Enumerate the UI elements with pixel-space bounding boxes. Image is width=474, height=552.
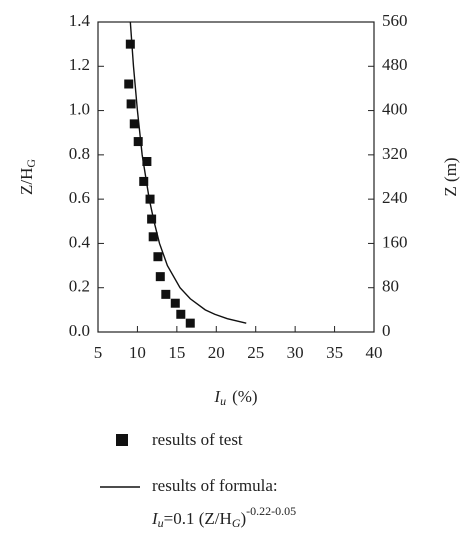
y2-tick-label: 160 — [382, 232, 408, 251]
data-point — [176, 309, 186, 319]
y2-tick-label: 80 — [382, 277, 399, 296]
y-label-main: Z/H — [17, 168, 36, 195]
x-tick-label: 25 — [247, 343, 264, 362]
x-tick-label: 35 — [326, 343, 343, 362]
y-tick-label: 1.4 — [69, 11, 91, 30]
x-tick-label: 30 — [287, 343, 304, 362]
data-point — [147, 214, 157, 224]
y2-tick-label: 480 — [382, 55, 408, 74]
y-tick-label: 1.2 — [69, 55, 90, 74]
y2-tick-label: 320 — [382, 144, 408, 163]
formula-line — [129, 21, 247, 324]
data-point — [126, 99, 136, 109]
legend-label: results of test — [152, 430, 243, 449]
formula-part: =0.1 (Z/H — [164, 509, 232, 528]
legend-marker — [116, 434, 128, 446]
x-label-unit: (%) — [232, 387, 257, 406]
y2-tick-label: 0 — [382, 321, 391, 340]
formula-part: u — [158, 516, 164, 530]
x-label-main: I — [213, 387, 221, 406]
y-tick-label: 0.6 — [69, 188, 90, 207]
data-point — [153, 252, 163, 262]
legend-label: results of formula: — [152, 476, 278, 495]
data-point — [155, 272, 165, 282]
data-point — [129, 119, 139, 129]
y2-tick-label: 400 — [382, 99, 408, 118]
y-tick-label: 0.4 — [69, 232, 91, 251]
x-tick-label: 40 — [366, 343, 383, 362]
y-tick-label: 1.0 — [69, 99, 90, 118]
x-tick-label: 15 — [168, 343, 185, 362]
y-tick-label: 0.0 — [69, 321, 90, 340]
data-point — [161, 289, 171, 299]
y2-tick-label: 560 — [382, 11, 408, 30]
formula-part: I — [151, 509, 159, 528]
formula-part: ) — [240, 509, 246, 528]
data-point — [185, 318, 195, 328]
data-point — [125, 39, 135, 49]
data-point — [170, 298, 180, 308]
y-tick-label: 0.8 — [69, 144, 90, 163]
formula-part: G — [232, 516, 241, 530]
x-label-sub: u — [220, 394, 226, 408]
data-point — [145, 194, 155, 204]
legend-formula: Iu=0.1 (Z/HG)-0.22-0.05 — [151, 504, 296, 530]
y-axis-label: Z/HG — [17, 159, 38, 195]
plot-frame — [97, 21, 375, 333]
x-axis-label: Iu (%) — [213, 387, 257, 408]
formula-part: -0.22-0.05 — [246, 504, 296, 518]
x-tick-label: 20 — [208, 343, 225, 362]
y2-axis-label: Z (m) — [441, 157, 460, 196]
data-point — [124, 79, 134, 89]
y-label-sub: G — [24, 159, 38, 168]
x-tick-label: 5 — [94, 343, 103, 362]
data-point — [139, 176, 149, 186]
data-point — [148, 232, 158, 242]
data-point — [133, 137, 143, 147]
y-tick-label: 0.2 — [69, 277, 90, 296]
x-tick-label: 10 — [129, 343, 146, 362]
data-point — [142, 157, 152, 166]
y2-tick-label: 240 — [382, 188, 408, 207]
